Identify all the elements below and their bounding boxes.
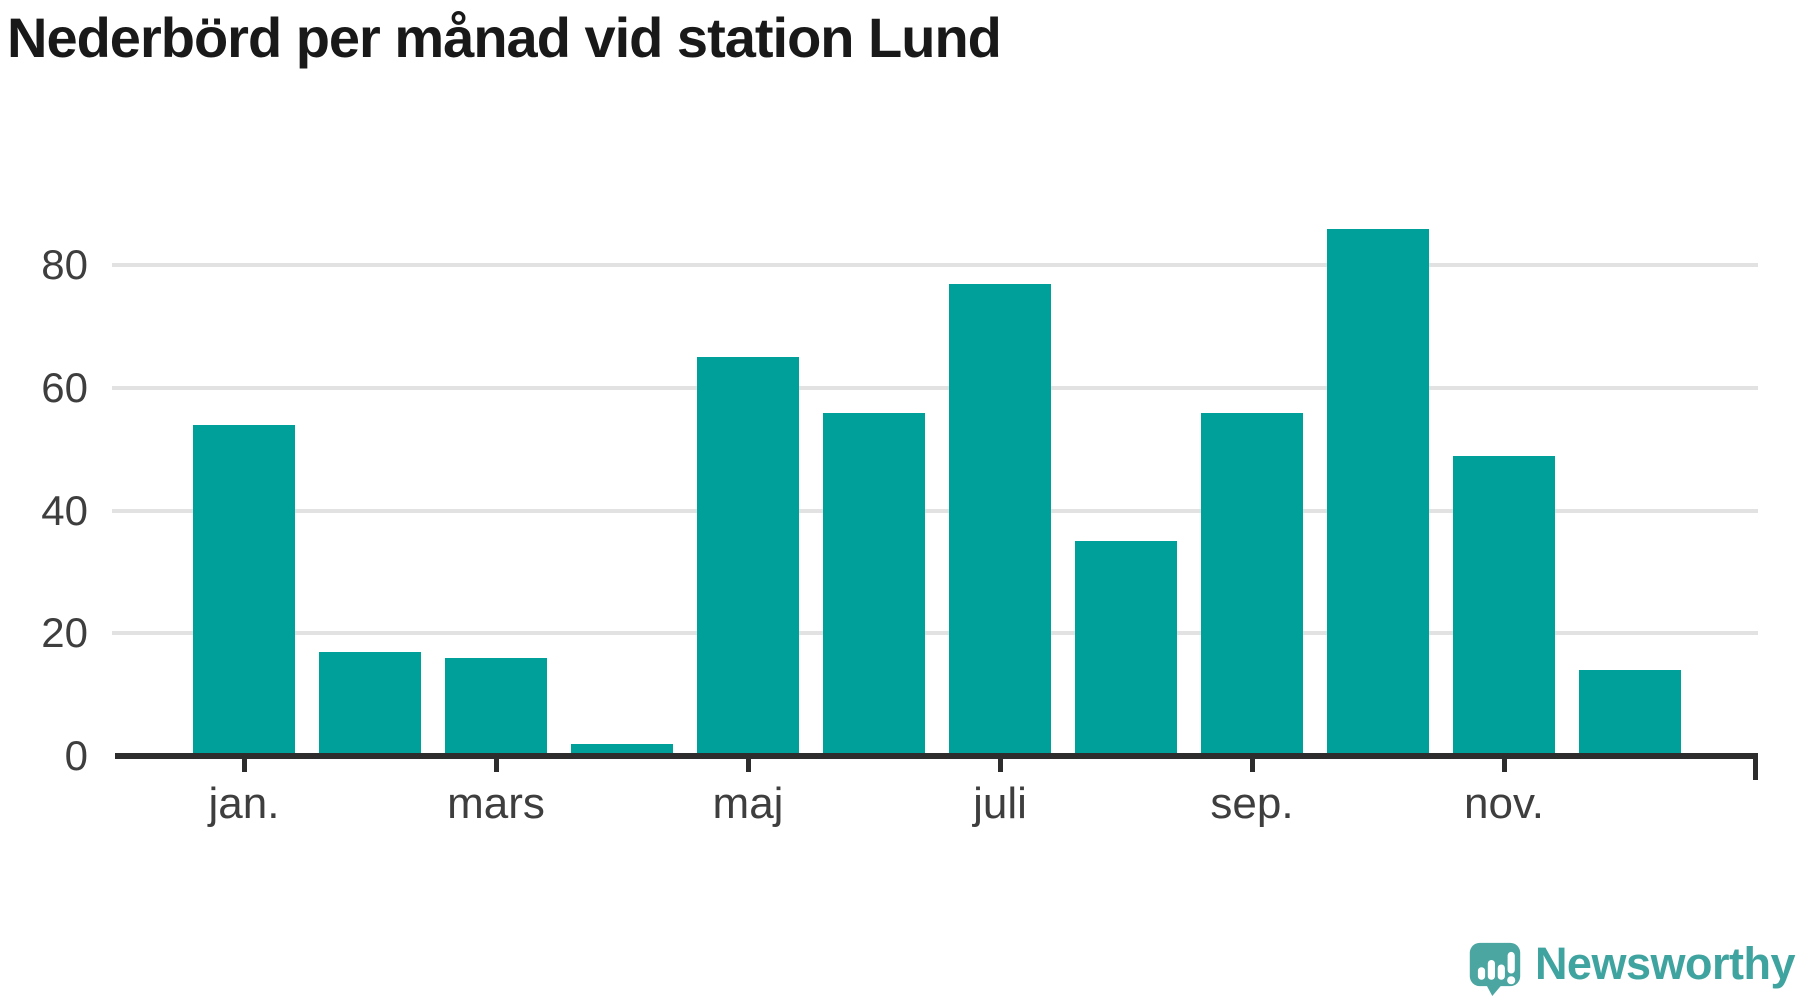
x-axis-label-mars: mars <box>447 779 545 828</box>
x-axis-tick-jan. <box>242 759 247 772</box>
x-axis-tick-mars <box>494 759 499 772</box>
x-axis-tick-sep. <box>1250 759 1255 772</box>
x-axis-label-jan.: jan. <box>208 779 280 828</box>
bar-dec. <box>1579 670 1681 759</box>
x-axis-end-cap <box>1753 753 1758 780</box>
bar-aug. <box>1075 541 1177 759</box>
bar-jan. <box>193 424 295 759</box>
newsworthy-logo[interactable]: Newsworthy <box>1468 938 1796 1000</box>
bar-mars <box>445 657 547 759</box>
gridline-40 <box>112 508 1758 513</box>
y-axis-label-80: 80 <box>41 241 88 289</box>
y-axis-label-60: 60 <box>41 364 88 412</box>
bar-sep. <box>1201 412 1303 759</box>
x-axis-tick-maj <box>746 759 751 772</box>
bar-juli <box>949 283 1051 759</box>
x-axis-label-juli: juli <box>973 779 1027 828</box>
y-axis-label-40: 40 <box>41 486 88 534</box>
x-axis-line <box>115 753 1758 759</box>
chart-title: Nederbörd per månad vid station Lund <box>7 6 1002 69</box>
newsworthy-logo-text: Newsworthy <box>1534 938 1796 989</box>
bar-juni <box>823 412 925 759</box>
y-axis-label-0: 0 <box>64 732 88 779</box>
x-axis-label-sep.: sep. <box>1210 779 1294 828</box>
bar-maj <box>697 357 799 759</box>
bar-nov. <box>1453 455 1555 759</box>
bar-okt. <box>1327 228 1429 759</box>
x-axis-label-maj: maj <box>712 779 784 828</box>
gridline-60 <box>112 386 1758 391</box>
newsworthy-logo-icon <box>1469 942 1521 996</box>
x-axis-tick-juli <box>998 759 1003 772</box>
gridline-20 <box>112 631 1758 636</box>
y-axis-label-20: 20 <box>41 609 88 657</box>
x-axis-tick-nov. <box>1502 759 1507 772</box>
x-axis-label-nov.: nov. <box>1464 779 1544 828</box>
bar-feb. <box>319 651 421 759</box>
gridline-80 <box>112 263 1758 268</box>
